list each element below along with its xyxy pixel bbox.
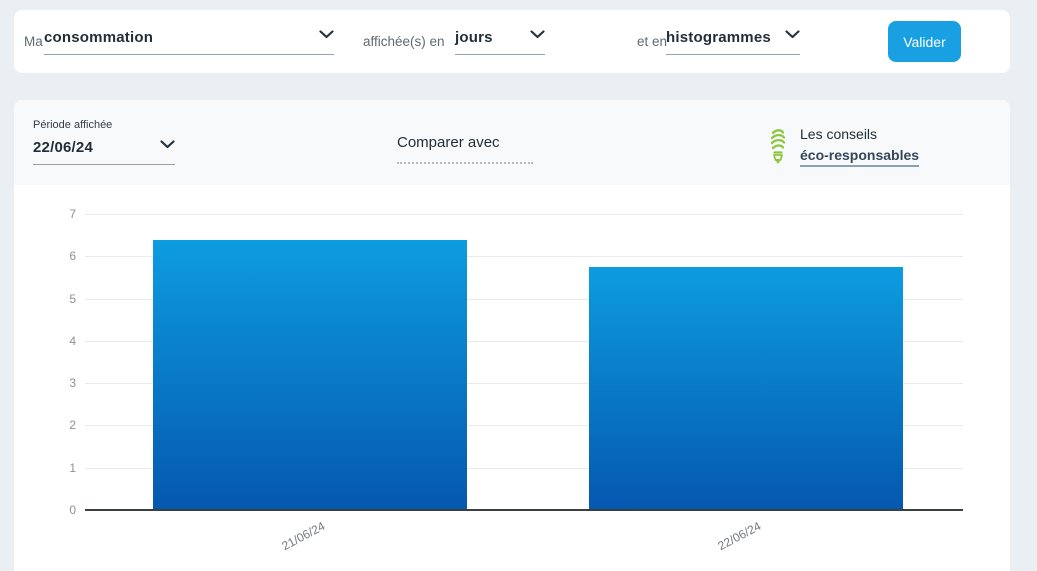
bar-chart: 0 1 2 3 4 5 6 7 21/06/24 22/06/24 [14,185,1010,571]
display-select[interactable]: histogrammes [666,26,800,55]
chart-card: Période affichée 22/06/24 Comparer avec [14,100,1010,571]
bar-21/06/24[interactable] [153,240,467,509]
y-axis-tick-label: 0 [69,503,76,517]
y-axis-tick-label: 4 [69,334,76,348]
display-select-value: histogrammes [666,29,771,46]
y-axis-tick-label: 3 [69,376,76,390]
y-axis-tick-label: 5 [69,292,76,306]
metric-prefix-label: Ma [24,34,43,49]
eco-tips-line1: Les conseils [800,126,878,142]
gridline [85,214,963,215]
period-select[interactable]: 22/06/24 [33,136,175,165]
compare-with-control[interactable]: Comparer avec [397,134,533,164]
compare-with-label: Comparer avec [397,134,500,151]
compare-with-dotted-underline [397,162,533,164]
x-axis-tick-label: 21/06/24 [279,518,328,554]
x-axis-tick-label: 22/06/24 [715,518,764,554]
filters-band: Période affichée 22/06/24 Comparer avec [14,100,1010,185]
y-axis-tick-label: 7 [69,207,76,221]
gridline [85,425,963,426]
y-axis-tick-label: 6 [69,249,76,263]
chevron-down-icon [319,26,334,44]
gridline [85,256,963,257]
y-axis-tick-label: 2 [69,418,76,432]
bar-22/06/24[interactable] [589,267,903,509]
metric-select-value: consommation [44,29,154,46]
toolbar-card: Ma consommation affichée(s) en jours et … [14,10,1010,73]
chevron-down-icon [160,136,175,154]
gridline [85,341,963,342]
valider-button[interactable]: Valider [888,21,961,62]
eco-tips-line2[interactable]: éco-responsables [800,147,920,167]
chevron-down-icon [530,26,545,44]
gridline [85,468,963,469]
eco-tips-link[interactable]: Les conseils éco-responsables [766,126,920,171]
gridline [85,383,963,384]
y-axis-tick-label: 1 [69,461,76,475]
period-select-value: 22/06/24 [33,139,93,156]
display-prefix-label: et en [637,34,668,49]
metric-select[interactable]: consommation [44,26,334,55]
unit-prefix-label: affichée(s) en [363,34,445,49]
unit-select[interactable]: jours [455,26,545,55]
unit-select-value: jours [455,29,493,46]
x-axis-line [85,509,963,511]
chevron-down-icon [785,26,800,44]
cfl-bulb-icon [766,128,790,171]
gridline [85,299,963,300]
period-label: Période affichée [33,119,113,131]
